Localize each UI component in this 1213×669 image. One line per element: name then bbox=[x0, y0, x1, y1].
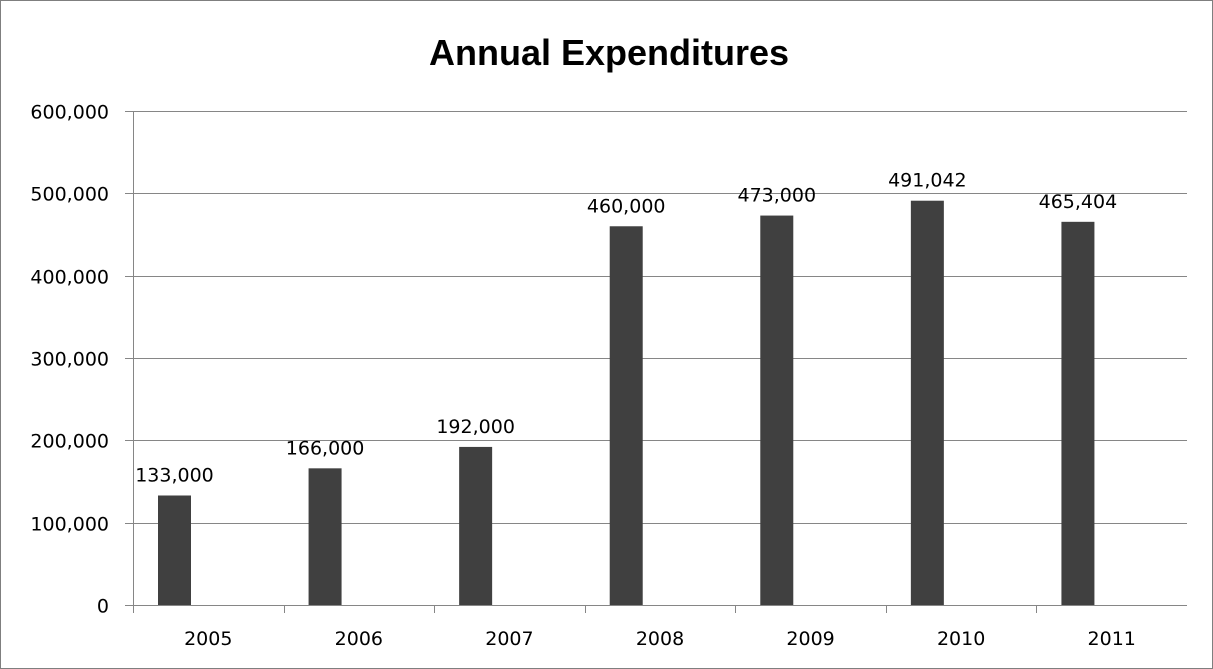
x-tick-label: 2006 bbox=[335, 628, 383, 650]
y-tick-label: 0 bbox=[97, 596, 109, 618]
x-tick-label: 2008 bbox=[636, 628, 684, 650]
data-label: 166,000 bbox=[286, 437, 365, 459]
x-tick-label: 2007 bbox=[485, 628, 533, 650]
x-tick-label: 2011 bbox=[1088, 628, 1136, 650]
y-tick-label: 200,000 bbox=[30, 431, 109, 453]
data-label: 465,404 bbox=[1039, 191, 1118, 213]
bar bbox=[760, 215, 794, 605]
bar bbox=[459, 446, 493, 605]
y-tick-label: 600,000 bbox=[30, 102, 109, 124]
x-tick-label: 2010 bbox=[937, 628, 985, 650]
chart-title: Annual Expenditures bbox=[429, 32, 789, 73]
y-tick-label: 400,000 bbox=[30, 267, 109, 289]
data-label: 473,000 bbox=[737, 185, 816, 207]
x-tick-label: 2005 bbox=[184, 628, 232, 650]
x-tick-label: 2009 bbox=[786, 628, 834, 650]
data-labels: 133,000 166,000 192,000 460,000 473,000 491,0… bbox=[135, 170, 1117, 487]
y-tick-label: 500,000 bbox=[30, 184, 109, 206]
bar bbox=[308, 468, 342, 605]
data-label: 460,000 bbox=[587, 195, 666, 217]
data-label: 192,000 bbox=[436, 416, 515, 438]
data-label: 491,042 bbox=[888, 170, 967, 192]
y-axis-ticks: 0 100,000 200,000 300,000 400,000 500,000 600,… bbox=[30, 102, 109, 618]
x-axis-ticks: 2005 2006 2007 2008 2009 2010 2011 bbox=[184, 628, 1136, 650]
gridlines bbox=[125, 111, 1187, 613]
bar bbox=[609, 226, 643, 605]
bars bbox=[158, 200, 1095, 606]
bar bbox=[1061, 221, 1095, 605]
bar bbox=[910, 200, 944, 606]
bar bbox=[158, 495, 191, 605]
y-tick-label: 300,000 bbox=[30, 349, 109, 371]
data-label: 133,000 bbox=[135, 464, 214, 486]
y-tick-label: 100,000 bbox=[30, 514, 109, 536]
